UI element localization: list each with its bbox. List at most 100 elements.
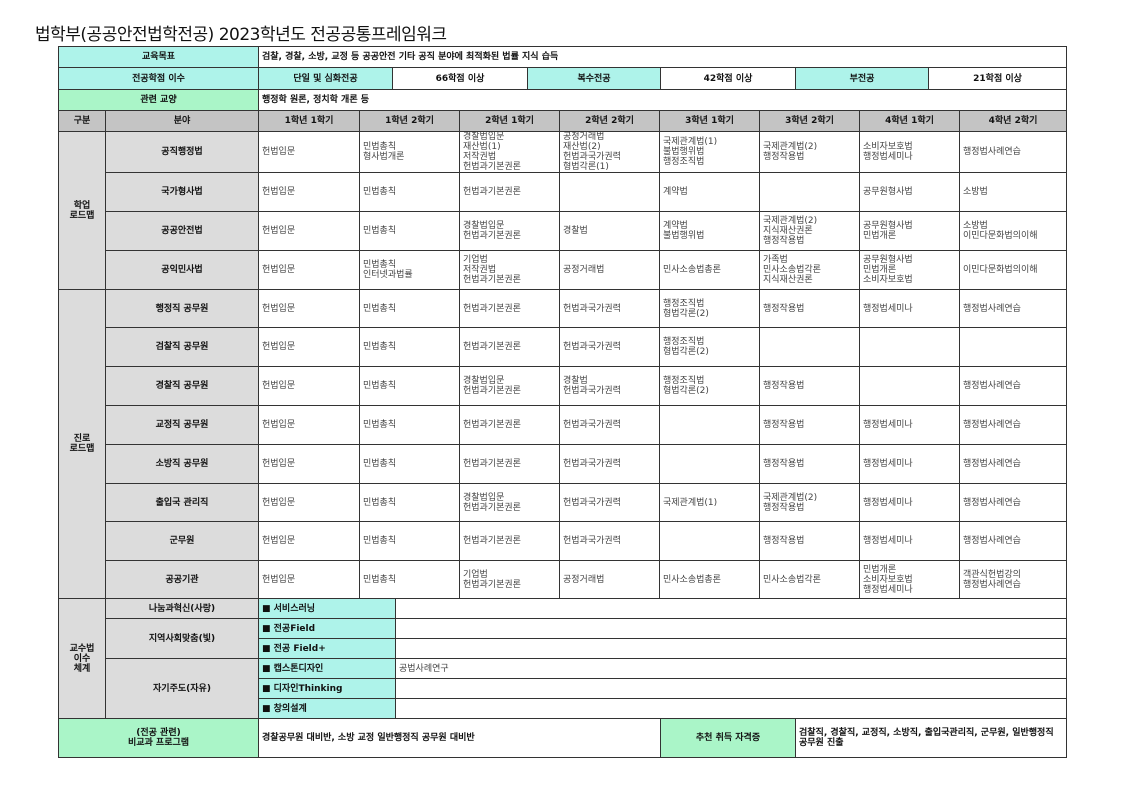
course-cell: 국제관계법(1) 불법행위법 행정조직법 <box>659 131 760 173</box>
course-cell <box>859 327 960 367</box>
course-cell: 민법총칙 <box>359 483 460 522</box>
course-cell: 민법총칙 인터넷과법률 <box>359 250 460 290</box>
course-cell: 헌법입문 <box>258 444 360 484</box>
course-cell: 경찰법입문 재산법(1) 저작권법 헌법과기본권론 <box>459 131 560 173</box>
table-row: 검찰직 공무원 헌법입문 민법총칙 헌법과기본권론 헌법과국가권력 행정조직법 형법각론(… <box>59 327 1067 367</box>
course-cell: 헌법과국가권력 <box>559 327 660 367</box>
course-cell: 경찰법 <box>559 211 660 251</box>
field-label: 공익민사법 <box>105 250 259 290</box>
course-cell: 행정법사례연습 <box>959 405 1067 445</box>
pedagogy-value <box>394 598 1068 619</box>
course-cell: 행정작용법 <box>759 289 860 328</box>
course-cell: 공정거래법 재산법(2) 헌법과국가권력 형법각론(1) <box>559 131 660 173</box>
course-cell: 민법총칙 <box>359 172 460 212</box>
course-cell <box>659 405 760 445</box>
course-cell: 계약법 불법행위법 <box>659 211 760 251</box>
course-cell: 헌법과기본권론 <box>459 289 560 328</box>
table-row: 공공기관 헌법입문 민법총칙 기업법 헌법과기본권론 공정거래법 민사소송법총론 민사소송법… <box>59 560 1067 599</box>
table-row: 학업 로드맵 공직행정법 헌법입문 민법총칙 형사법개론 경찰법입문 재산법(1) 저작… <box>58 131 1067 290</box>
double-major-value: 42학점 이상 <box>660 67 796 90</box>
column-header: 분야 <box>105 110 259 132</box>
course-cell: 헌법입문 <box>258 483 360 522</box>
course-cell: 공무원형사법 <box>859 172 960 212</box>
summary-table: 교육목표 검찰, 경찰, 소방, 교정 등 공공안전 기타 공직 분야에 최적화된… <box>58 46 1068 111</box>
minor-label: 부전공 <box>795 67 929 90</box>
course-cell: 행정법세미나 <box>859 521 960 561</box>
course-cell: 헌법과기본권론 <box>459 405 560 445</box>
column-header: 3학년 1학기 <box>659 110 760 132</box>
course-cell: 행정법사례연습 <box>959 444 1067 484</box>
course-cell: 행정법사례연습 <box>959 366 1067 406</box>
pedagogy-row: 지역사회맞춤(빛) ■ 전공Field <box>59 618 1068 659</box>
group-label: 학업 로드맵 <box>58 131 106 290</box>
pedagogy-value <box>394 698 1068 719</box>
course-cell <box>759 327 860 367</box>
course-cell: 민법개론 소비자보호법 행정법세미나 <box>859 560 960 599</box>
course-cell: 가족법 민사소송법각론 지식재산권론 <box>759 250 860 290</box>
course-cell: 민법총칙 <box>359 521 460 561</box>
category-label: 나눔과혁신(사랑) <box>105 598 259 619</box>
pedagogy-value: 공법사례연구 <box>394 658 1068 679</box>
column-header: 4학년 2학기 <box>959 110 1067 132</box>
field-label: 소방직 공무원 <box>105 444 259 484</box>
field-label: 군무원 <box>105 521 259 561</box>
course-cell: 헌법입문 <box>258 211 360 251</box>
course-cell: 민법총칙 <box>359 405 460 445</box>
course-cell <box>759 172 860 212</box>
course-cell: 행정조직법 형법각론(2) <box>659 289 760 328</box>
course-cell: 행정법사례연습 <box>959 483 1067 522</box>
pedagogy-row: 자기주도(자유) ■ 캡스톤디자인 공법사례연구 <box>59 658 1068 719</box>
column-header: 2학년 2학기 <box>559 110 660 132</box>
field-label: 공직행정법 <box>105 131 259 173</box>
goal-value: 검찰, 경찰, 소방, 교정 등 공공안전 기타 공직 분야에 최적화된 법률 … <box>257 46 1068 68</box>
field-label: 행정직 공무원 <box>105 289 259 328</box>
course-cell: 헌법입문 <box>258 131 360 173</box>
course-cell: 헌법입문 <box>258 405 360 445</box>
course-cell <box>659 444 760 484</box>
pedagogy-item: ■ 서비스러닝 <box>258 598 396 619</box>
pedagogy-value <box>394 638 1068 659</box>
course-cell: 행정조직법 형법각론(2) <box>659 327 760 367</box>
course-cell: 헌법입문 <box>258 327 360 367</box>
column-header: 구분 <box>58 110 106 132</box>
course-cell: 소방법 이민다문화법의이해 <box>959 211 1067 251</box>
course-cell: 민법총칙 <box>359 444 460 484</box>
course-cell: 민사소송법총론 <box>659 250 760 290</box>
field-label: 출입국 관리직 <box>105 483 259 522</box>
extracurricular-label: (전공 관련) 비교과 프로그램 <box>58 718 259 758</box>
course-cell: 민법총칙 <box>359 327 460 367</box>
roadmap-table: 구분 분야 1학년 1학기 1학년 2학기 2학년 1학기 2학년 2학기 3학년 1학기 3… <box>58 110 1067 599</box>
course-cell: 헌법입문 <box>258 366 360 406</box>
credits-label: 전공학점 이수 <box>58 67 259 90</box>
course-cell: 공정거래법 <box>559 560 660 599</box>
pedagogy-item: ■ 디자인Thinking <box>258 678 396 699</box>
course-cell: 민법총칙 <box>359 560 460 599</box>
course-cell: 행정작용법 <box>759 405 860 445</box>
certificate-value: 검찰직, 경찰직, 교정직, 소방직, 출입국관리직, 군무원, 일반행정직 공… <box>794 718 1068 758</box>
course-cell: 헌법입문 <box>258 560 360 599</box>
pedagogy-value <box>394 678 1068 699</box>
pedagogy-item: ■ 창의설계 <box>258 698 396 719</box>
course-cell: 행정법사례연습 <box>959 131 1067 173</box>
field-label: 교정직 공무원 <box>105 405 259 445</box>
field-label: 국가형사법 <box>105 172 259 212</box>
course-cell: 민사소송법총론 <box>659 560 760 599</box>
goal-label: 교육목표 <box>58 46 259 68</box>
double-major-label: 복수전공 <box>527 67 661 90</box>
course-cell: 헌법과기본권론 <box>459 327 560 367</box>
pedagogy-table: 교수법 이수 체계 나눔과혁신(사랑) ■ 서비스러닝 지역사회맞춤(빛) ■ 전공Fi… <box>58 598 1068 758</box>
course-cell: 기업법 헌법과기본권론 <box>459 560 560 599</box>
course-cell: 헌법과국가권력 <box>559 289 660 328</box>
category-label: 지역사회맞춤(빛) <box>105 618 259 659</box>
field-label: 공공안전법 <box>105 211 259 251</box>
course-cell: 헌법입문 <box>258 521 360 561</box>
table-row: 공공안전법 헌법입문 민법총칙 경찰법입문 헌법과기본권론 경찰법 계약법 불법행위법 국제… <box>59 211 1067 251</box>
course-cell: 소비자보호법 행정법세미나 <box>859 131 960 173</box>
pedagogy-row: ■ 전공 Field+ <box>59 638 1068 659</box>
course-cell: 객관식헌법강의 행정법사례연습 <box>959 560 1067 599</box>
course-cell: 경찰법입문 헌법과기본권론 <box>459 366 560 406</box>
course-cell: 공무원형사법 민법개론 <box>859 211 960 251</box>
course-cell: 헌법입문 <box>258 172 360 212</box>
table-row: 군무원 헌법입문 민법총칙 헌법과기본권론 헌법과국가권력 행정작용법 행정법세미나 행정법사… <box>59 521 1067 561</box>
minor-value: 21학점 이상 <box>927 67 1068 90</box>
